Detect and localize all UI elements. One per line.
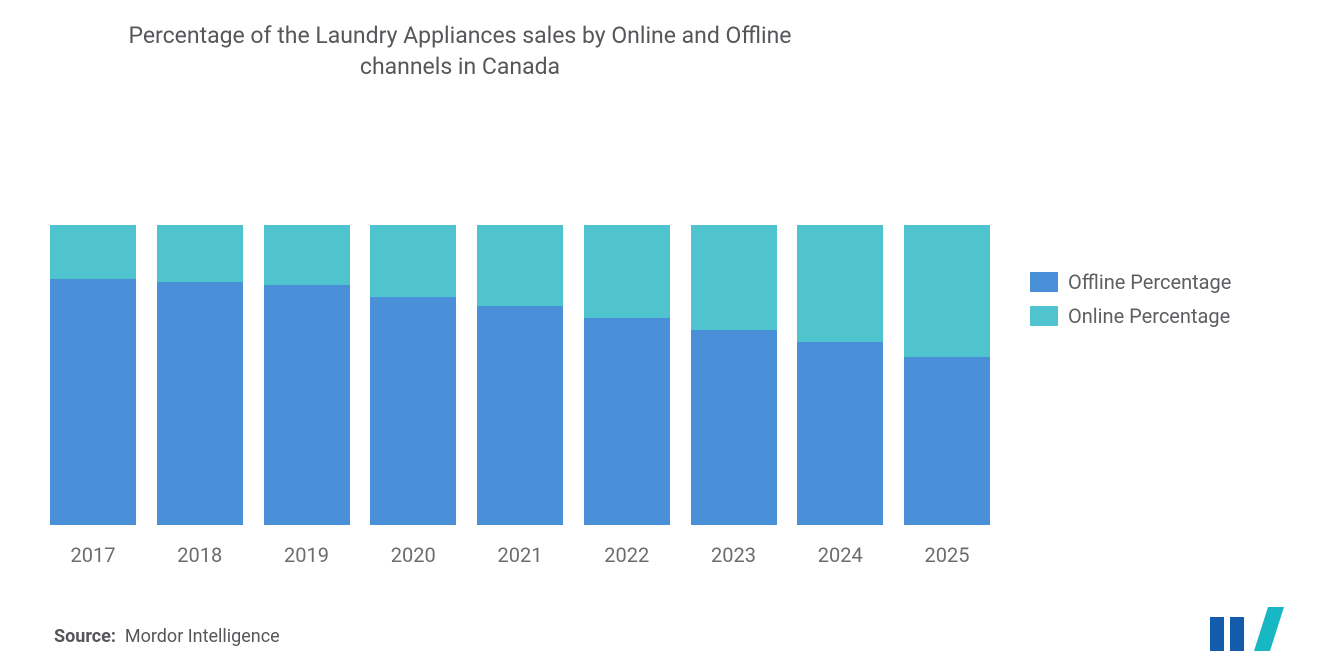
bar-2017: 2017 — [50, 225, 136, 569]
legend-item: Offline Percentage — [1030, 270, 1231, 294]
bar-segment-offline — [904, 357, 990, 525]
chart-area: 2017 2018 2019 2020 2021 2022 2023 2024 2025 — [50, 225, 990, 569]
bar-2025: 2025 — [904, 225, 990, 569]
x-axis-label: 2023 — [711, 543, 756, 567]
bar-stack — [691, 225, 777, 525]
bar-segment-online — [50, 225, 136, 279]
bar-segment-online — [370, 225, 456, 297]
bar-segment-online — [157, 225, 243, 282]
bar-stack — [157, 225, 243, 525]
bar-segment-online — [477, 225, 563, 306]
x-axis-label: 2022 — [604, 543, 649, 567]
chart-title-line1: Percentage of the Laundry Appliances sal… — [129, 22, 792, 49]
bar-segment-offline — [370, 297, 456, 525]
bar-segment-offline — [50, 279, 136, 525]
bar-stack — [584, 225, 670, 525]
source-value: Mordor Intelligence — [125, 626, 280, 647]
x-axis-label: 2025 — [925, 543, 970, 567]
bar-stack — [264, 225, 350, 525]
bar-segment-online — [797, 225, 883, 342]
bar-segment-offline — [584, 318, 670, 525]
legend-label: Offline Percentage — [1068, 270, 1231, 294]
bar-segment-online — [584, 225, 670, 318]
bar-2022: 2022 — [584, 225, 670, 569]
bar-2018: 2018 — [157, 225, 243, 569]
legend-swatch — [1030, 272, 1058, 292]
logo-slash — [1254, 607, 1284, 651]
bar-segment-offline — [691, 330, 777, 525]
bar-segment-online — [691, 225, 777, 330]
legend: Offline Percentage Online Percentage — [1030, 270, 1231, 328]
legend-item: Online Percentage — [1030, 304, 1231, 328]
bar-stack — [797, 225, 883, 525]
x-axis-label: 2018 — [177, 543, 222, 567]
x-axis-label: 2017 — [71, 543, 116, 567]
bar-segment-online — [264, 225, 350, 285]
bar-2019: 2019 — [264, 225, 350, 569]
chart-title-line2: channels in Canada — [360, 53, 560, 80]
logo-bar-1 — [1210, 617, 1224, 651]
bar-stack — [477, 225, 563, 525]
bar-stack — [50, 225, 136, 525]
x-axis-label: 2024 — [818, 543, 863, 567]
logo-bar-2 — [1230, 617, 1244, 651]
source-line: Source: Mordor Intelligence — [54, 626, 280, 647]
brand-logo — [1208, 607, 1286, 651]
legend-label: Online Percentage — [1068, 304, 1230, 328]
x-axis-label: 2021 — [498, 543, 543, 567]
x-axis-label: 2020 — [391, 543, 436, 567]
chart-title: Percentage of the Laundry Appliances sal… — [0, 20, 920, 82]
x-axis-label: 2019 — [284, 543, 329, 567]
bar-2024: 2024 — [797, 225, 883, 569]
bars-container: 2017 2018 2019 2020 2021 2022 2023 2024 2025 — [50, 225, 990, 569]
bar-segment-offline — [797, 342, 883, 525]
bar-2020: 2020 — [370, 225, 456, 569]
bar-segment-offline — [157, 282, 243, 525]
bar-2023: 2023 — [691, 225, 777, 569]
bar-segment-offline — [477, 306, 563, 525]
bar-2021: 2021 — [477, 225, 563, 569]
bar-stack — [904, 225, 990, 525]
bar-stack — [370, 225, 456, 525]
bar-segment-offline — [264, 285, 350, 525]
legend-swatch — [1030, 306, 1058, 326]
source-label: Source: — [54, 626, 116, 647]
bar-segment-online — [904, 225, 990, 357]
